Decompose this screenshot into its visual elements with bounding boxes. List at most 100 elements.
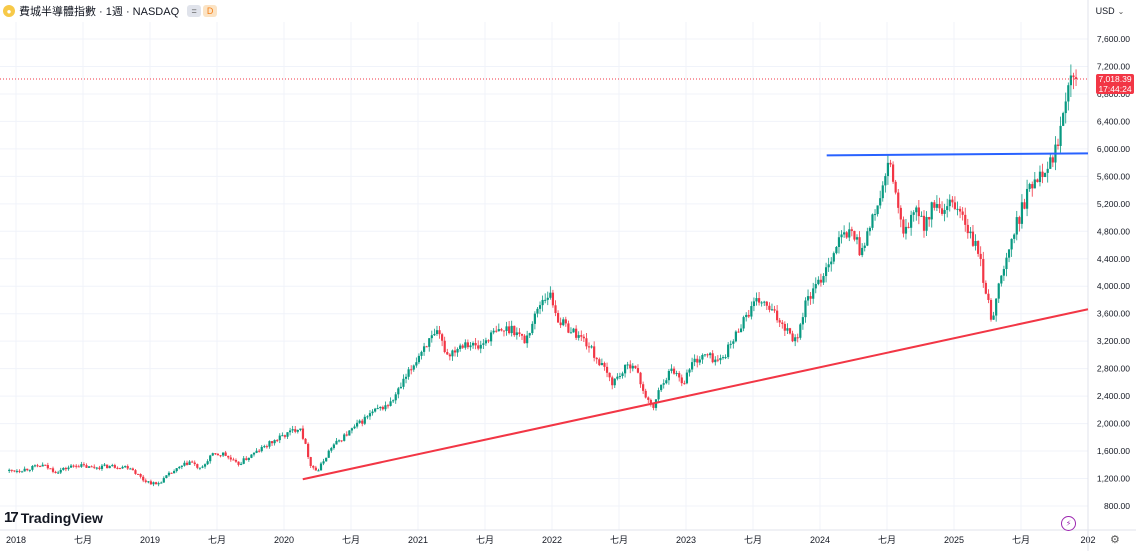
x-tick-label: 2018 <box>6 535 26 545</box>
candle-body <box>819 279 823 283</box>
candle-body <box>961 211 964 215</box>
candle-body <box>953 202 957 209</box>
candle-body <box>1023 202 1026 209</box>
candle-body <box>631 365 634 369</box>
candle-body <box>51 468 55 472</box>
candle-body <box>801 317 804 325</box>
candle-body <box>879 198 882 206</box>
compare-badge[interactable]: = <box>187 5 202 17</box>
candle-body <box>471 342 475 346</box>
x-tick-label: 七月 <box>610 535 628 545</box>
candle-body <box>752 301 756 307</box>
candle-body <box>368 413 372 417</box>
currency-selector[interactable]: USD ⌄ <box>1092 2 1128 20</box>
candle-body <box>175 468 178 472</box>
candle-body <box>734 331 737 342</box>
candle-body <box>443 340 446 353</box>
y-tick-label: 6,400.00 <box>1097 116 1130 126</box>
candle-body <box>165 475 168 479</box>
candle-body <box>258 450 261 452</box>
y-tick-label: 5,200.00 <box>1097 199 1130 209</box>
candle-body <box>1041 171 1044 178</box>
candle-body <box>863 245 866 248</box>
candle-body <box>90 466 93 468</box>
candle-body <box>799 324 802 338</box>
candle-body <box>590 346 593 348</box>
candle-body <box>108 465 111 469</box>
candle-body <box>917 207 920 217</box>
candle-body <box>804 300 807 318</box>
candle-body <box>783 323 786 331</box>
candle-body <box>703 354 707 356</box>
interval-badge[interactable]: D <box>203 5 218 17</box>
candle-body <box>157 483 160 485</box>
candle-body <box>814 284 817 289</box>
candle-body <box>556 312 560 323</box>
symbol-title[interactable]: 費城半導體指數 · 1週 · NASDAQ <box>19 6 180 18</box>
candle-body <box>765 301 768 306</box>
settings-icon[interactable]: ⚙ <box>1110 534 1120 546</box>
candle-body <box>260 446 263 452</box>
tradingview-branding[interactable]: 17 TradingView <box>4 509 103 526</box>
y-tick-label: 1,600.00 <box>1097 446 1130 456</box>
candle-body <box>376 408 379 410</box>
candle-body <box>678 373 681 378</box>
candle-body <box>299 428 302 431</box>
candle-body <box>46 465 49 469</box>
candle-body <box>670 368 673 371</box>
candle-body <box>26 468 29 471</box>
candle-body <box>1056 144 1060 146</box>
resistance-trendline <box>826 152 1089 157</box>
candle-body <box>193 462 196 465</box>
candle-body <box>224 452 227 456</box>
candle-body <box>64 467 67 470</box>
candle-body <box>62 467 65 470</box>
candle-body <box>745 314 748 318</box>
candle-body <box>964 214 967 225</box>
x-tick-label: 2023 <box>676 535 696 545</box>
x-tick-label: 七月 <box>74 535 92 545</box>
candle-body <box>794 337 797 342</box>
candle-body <box>1038 171 1042 183</box>
candle-body <box>489 332 493 342</box>
x-tick-label: 2025 <box>944 535 964 545</box>
candle-body <box>672 368 676 374</box>
candle-body <box>1010 238 1013 250</box>
candle-body <box>139 474 142 477</box>
candle-body <box>598 359 601 366</box>
candle-body <box>131 468 134 471</box>
candle-body <box>1005 257 1008 270</box>
candle-body <box>113 465 116 468</box>
candle-body <box>1015 217 1018 235</box>
candle-body <box>487 340 490 342</box>
candle-body <box>850 229 853 231</box>
candle-body <box>840 234 843 238</box>
candle-body <box>732 341 735 344</box>
candle-body <box>551 292 555 306</box>
candle-body <box>577 335 580 338</box>
y-tick-label: 2,000.00 <box>1097 419 1130 429</box>
lightning-icon[interactable]: ⚡ <box>1061 516 1076 531</box>
candle-body <box>191 461 194 463</box>
candle-body <box>843 232 846 235</box>
candle-body <box>943 210 946 214</box>
candle-body <box>265 446 268 448</box>
candle-body <box>340 440 343 442</box>
candle-body <box>837 237 841 247</box>
candle-body <box>974 241 977 246</box>
candle-body <box>371 411 374 414</box>
candle-body <box>528 333 531 336</box>
candle-body <box>845 232 848 238</box>
candle-body <box>1062 113 1065 126</box>
x-tick-label: 七月 <box>878 535 896 545</box>
candle-body <box>572 328 575 333</box>
candle-body <box>337 440 341 442</box>
candle-body <box>685 372 689 384</box>
tradingview-logo-icon: 17 <box>4 509 19 526</box>
candle-body <box>848 229 851 238</box>
candle-body <box>394 394 397 401</box>
candle-body <box>379 406 382 409</box>
candle-body <box>587 346 591 348</box>
